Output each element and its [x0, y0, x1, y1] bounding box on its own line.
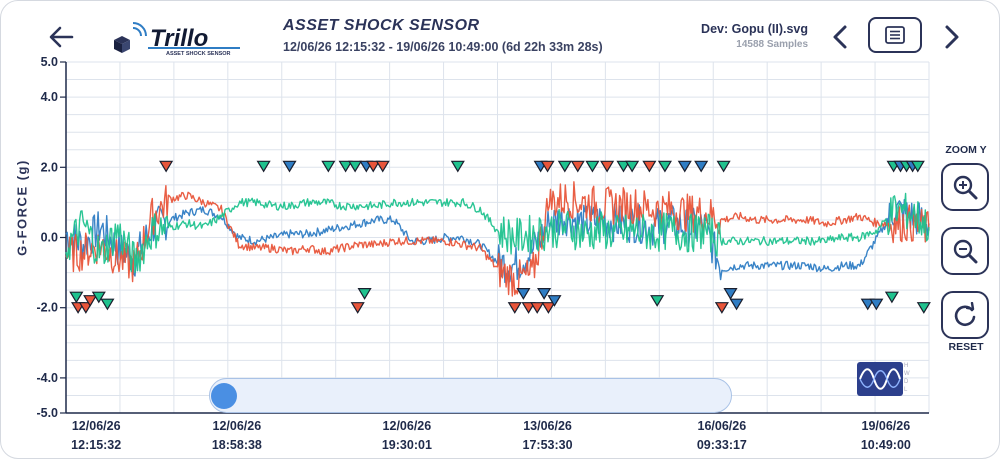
- trough-marker: [860, 298, 875, 311]
- wave-logo: [857, 362, 903, 396]
- trough-marker: [357, 288, 372, 300]
- y-tick-label: -2.0: [36, 301, 58, 315]
- zoom-in-button[interactable]: [941, 163, 989, 211]
- peak-marker: [348, 160, 363, 173]
- chevron-left-icon[interactable]: [828, 22, 852, 52]
- x-tick-time: 19:30:01: [382, 438, 432, 452]
- trough-marker: [541, 302, 556, 314]
- zoom-out-icon: [953, 239, 978, 264]
- peak-marker: [585, 160, 600, 173]
- zoom-y-label: ZOOM Y: [945, 144, 987, 156]
- trough-marker: [537, 288, 552, 300]
- trough-marker: [78, 302, 93, 314]
- list-view-button[interactable]: [868, 17, 922, 53]
- list-icon: [885, 26, 905, 44]
- trough-marker: [530, 302, 545, 314]
- trough-marker: [916, 302, 931, 314]
- peak-marker: [338, 160, 353, 173]
- peak-marker: [450, 160, 465, 173]
- trough-marker: [729, 298, 744, 311]
- peak-marker: [642, 160, 657, 173]
- trough-marker: [91, 291, 106, 304]
- trillo-logo: Trillo ASSET SHOCK SENSOR: [108, 16, 244, 57]
- y-tick-label: 4.0: [41, 90, 58, 104]
- peak-marker: [540, 160, 555, 173]
- sample-count: 14588 Samples: [736, 39, 808, 50]
- trough-marker: [100, 298, 115, 311]
- x-tick-time: 09:33:17: [697, 438, 747, 452]
- peak-marker: [600, 160, 615, 173]
- back-arrow-icon[interactable]: [46, 22, 76, 52]
- x-tick-time: 17:53:30: [523, 438, 573, 452]
- peak-marker: [557, 160, 572, 173]
- x-tick-date: 13/06/26: [523, 419, 572, 433]
- trough-marker: [714, 302, 729, 314]
- peak-marker: [910, 160, 925, 173]
- page-title: ASSET SHOCK SENSOR: [283, 17, 480, 34]
- y-tick-label: 2.0: [41, 160, 58, 174]
- trough-marker: [350, 302, 365, 314]
- zoom-out-button[interactable]: [941, 227, 989, 275]
- y-tick-label: 0.0: [41, 231, 58, 245]
- trough-marker: [83, 295, 98, 307]
- peak-marker: [282, 160, 297, 173]
- peak-marker: [694, 160, 709, 173]
- x-tick-time: 10:49:00: [861, 438, 911, 452]
- peak-marker: [625, 160, 640, 173]
- peak-marker: [159, 160, 174, 173]
- reset-button[interactable]: [941, 291, 989, 339]
- time-scroll-thumb[interactable]: [211, 383, 237, 409]
- x-tick-time: 18:58:38: [212, 438, 262, 452]
- peak-marker: [366, 160, 381, 173]
- series-line-2: [65, 181, 930, 297]
- peak-marker: [375, 160, 390, 173]
- trough-marker: [650, 295, 665, 307]
- peak-marker: [716, 160, 731, 173]
- refresh-icon: [954, 302, 976, 327]
- x-tick-time: 12:15:32: [71, 438, 121, 452]
- wave-logo-letter: D: [904, 379, 909, 385]
- trough-marker: [69, 291, 84, 304]
- time-scroll-track[interactable]: [209, 378, 732, 413]
- x-tick-date: 12/06/26: [213, 419, 262, 433]
- logo-subtext: ASSET SHOCK SENSOR: [166, 51, 231, 56]
- chevron-right-icon[interactable]: [940, 22, 964, 52]
- date-range: 12/06/26 12:15:32 - 19/06/26 10:49:00 (6…: [283, 40, 603, 54]
- device-name: Dev: Gopu (II).svg: [701, 22, 808, 36]
- peak-marker: [657, 160, 672, 173]
- trough-marker: [507, 302, 522, 314]
- trough-marker: [884, 291, 899, 304]
- x-tick-date: 12/06/26: [72, 419, 121, 433]
- trough-marker: [723, 288, 738, 300]
- series-line-3: [65, 192, 930, 274]
- y-tick-label: -5.0: [36, 406, 58, 420]
- x-tick-date: 19/06/26: [862, 419, 911, 433]
- trough-marker: [516, 288, 531, 300]
- peak-marker: [616, 160, 631, 173]
- x-tick-date: 12/06/26: [383, 419, 432, 433]
- wave-logo-letter: W: [904, 371, 910, 377]
- wave-logo-letter: L: [904, 387, 908, 393]
- y-tick-label: -4.0: [36, 371, 58, 385]
- y-tick-label: 5.0: [41, 55, 58, 69]
- trough-marker: [521, 302, 536, 314]
- reset-label: RESET: [948, 341, 984, 353]
- peak-marker: [321, 160, 336, 173]
- peak-marker: [570, 160, 585, 173]
- trough-marker: [869, 298, 884, 311]
- x-tick-date: 16/06/26: [698, 419, 747, 433]
- zoom-in-icon: [953, 175, 978, 200]
- peak-marker: [677, 160, 692, 173]
- peak-marker: [256, 160, 271, 173]
- sensor-cube-icon: [114, 22, 147, 53]
- wave-logo-letter: H: [904, 363, 909, 369]
- trough-marker: [547, 295, 562, 307]
